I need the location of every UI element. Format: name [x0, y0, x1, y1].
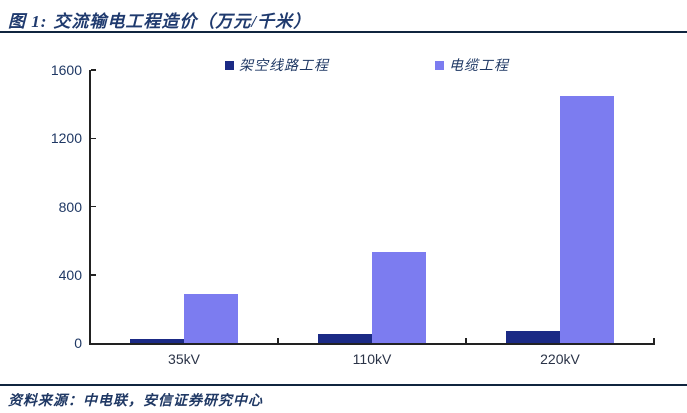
figure-title: 图 1: 交流输电工程造价（万元/千米）: [8, 7, 311, 32]
x-axis-line: [89, 343, 655, 345]
bar-电缆工程-35kV: [184, 293, 238, 343]
bar-架空线路工程-110kV: [318, 334, 372, 343]
legend-label: 电缆工程: [449, 59, 509, 74]
x-tick-label-220kV: 220kV: [540, 351, 580, 367]
y-tick-label-1600: 1600: [50, 62, 82, 78]
x-tick-mark-3: [653, 338, 655, 343]
title-divider-line: [0, 31, 687, 33]
y-tick-mark-1600: [91, 69, 96, 71]
bar-电缆工程-220kV: [560, 95, 614, 343]
y-tick-label-1200: 1200: [50, 130, 82, 147]
y-tick-label-400: 400: [58, 266, 82, 283]
y-axis-line: [89, 70, 91, 344]
legend-item-电缆工程: 电缆工程: [435, 58, 509, 74]
footer-divider-line: [0, 384, 687, 386]
x-tick-label-35kV: 35kV: [168, 351, 200, 367]
figure-number-label: 图 1:: [8, 12, 48, 31]
x-tick-label-110kV: 110kV: [352, 351, 392, 367]
y-tick-mark-800: [91, 205, 96, 208]
y-tick-label-800: 800: [58, 198, 82, 215]
figure-title-text: 交流输电工程造价（万元/千米）: [53, 12, 312, 31]
legend-swatch-icon: [225, 60, 234, 70]
x-tick-mark-1: [277, 338, 279, 343]
legend-label: 架空线路工程: [239, 59, 329, 74]
x-tick-mark-2: [465, 338, 467, 343]
bar-电缆工程-110kV: [372, 251, 426, 343]
y-tick-label-0: 0: [74, 335, 82, 351]
legend-item-架空线路工程: 架空线路工程: [225, 58, 329, 74]
bar-架空线路工程-220kV: [506, 331, 560, 343]
y-tick-mark-1200: [91, 137, 96, 139]
legend-swatch-icon: [435, 60, 444, 70]
y-tick-mark-400: [91, 274, 96, 276]
bar-架空线路工程-35kV: [130, 338, 184, 343]
source-note: 资料来源：中电联，安信证券研究中心: [8, 394, 263, 409]
